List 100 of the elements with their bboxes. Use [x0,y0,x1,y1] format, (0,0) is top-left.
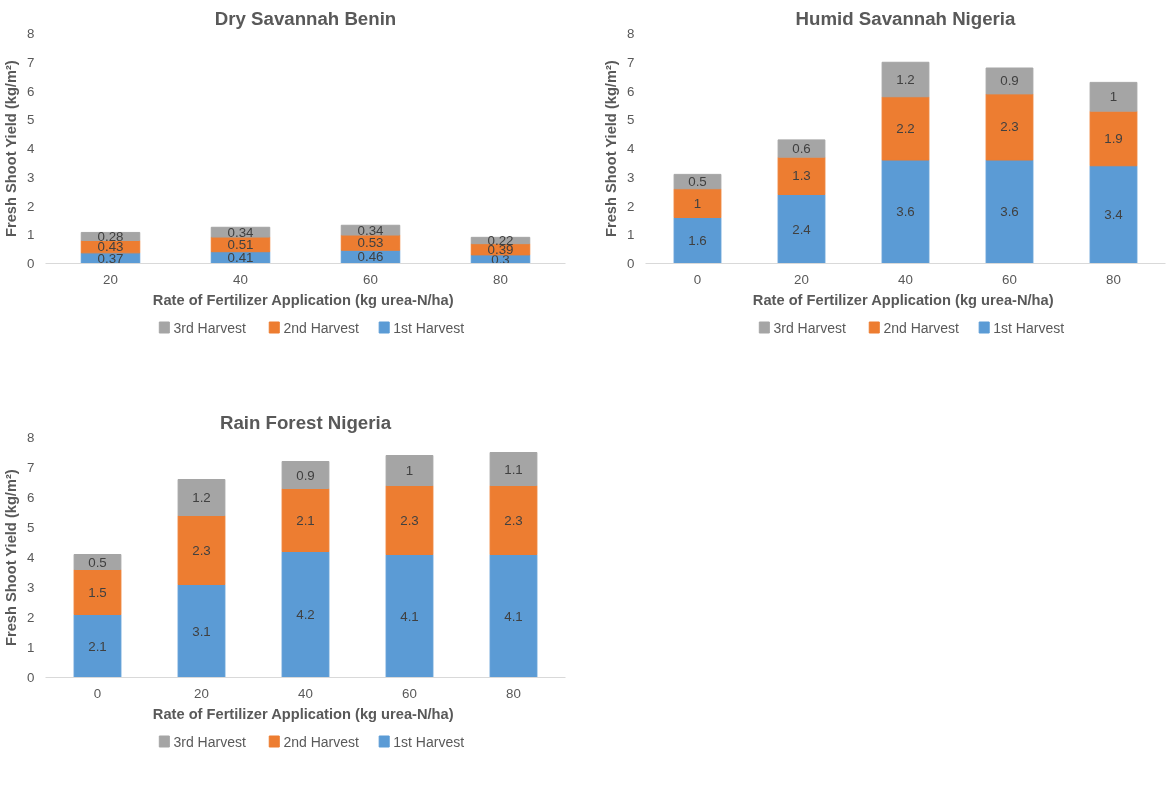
bar [73,554,122,570]
data-label: 0.41 [227,250,254,266]
x-axis-title: Rate of Fertilizer Application (kg urea-N/ha) [152,291,454,308]
bar [985,93,1034,161]
data-label: 0.46 [357,249,384,265]
y-tick-label: 3 [627,169,635,185]
x-tick-label: 20 [103,271,118,287]
y-tick-label: 7 [27,54,35,70]
data-label: 1.1 [504,461,523,477]
y-tick-label: 2 [627,198,635,214]
data-label: 3.6 [896,204,915,220]
chart-title: Humid Savannah Nigeria [795,7,1017,29]
y-tick-label: 6 [627,83,635,99]
legend-label: 3rd Harvest [173,319,246,336]
y-tick-label: 0 [27,256,35,271]
bar [385,554,434,678]
data-label: 2.1 [88,638,107,654]
x-tick-label: 60 [402,685,417,701]
y-tick-label: 0 [627,256,635,271]
data-label: 1.2 [896,72,915,87]
y-tick-label: 2 [27,610,35,625]
bar [673,217,722,264]
bar [777,139,826,158]
y-tick-label: 4 [627,141,636,156]
bar [881,159,930,264]
data-label: 1.2 [192,490,211,505]
bar [1089,110,1138,167]
data-label: 1.9 [1104,130,1123,146]
y-tick-label: 6 [27,490,35,505]
data-label: 2.4 [792,221,812,237]
x-tick-label: 40 [898,271,913,287]
x-tick-label: 60 [363,271,378,287]
data-label: 2.3 [400,512,419,528]
x-tick-label: 80 [493,271,508,287]
y-tick-label: 1 [627,227,635,243]
bar [489,554,538,678]
data-label: 0.5 [88,554,107,570]
x-tick-label: 40 [298,685,313,701]
y-tick-label: 2 [27,198,35,214]
legend-label: 2nd Harvest [883,319,959,336]
bar [73,569,122,615]
bar [1089,81,1138,112]
data-label: 1.3 [792,168,811,184]
y-tick-label: 1 [27,227,35,243]
legend-label: 3rd Harvest [173,733,246,750]
data-label: 0.9 [1000,73,1019,89]
data-label: 2.3 [1000,119,1019,135]
y-tick-label: 7 [627,54,635,70]
y-axis-title: Fresh Shoot Yield (kg/m²) [3,469,20,646]
x-tick-label: 80 [1106,271,1121,287]
bar [489,452,538,486]
y-axis-title: Fresh Shoot Yield (kg/m²) [603,60,620,237]
bar [281,488,330,552]
legend-label: 1st Harvest [993,319,1065,336]
bar [777,194,826,264]
bar [177,584,226,678]
legend-label: 2nd Harvest [283,733,359,750]
data-label: 0.5 [688,174,707,190]
data-label: 0.6 [792,141,811,156]
bar [385,485,434,555]
data-label: 2.1 [296,512,315,528]
data-label: 0.53 [357,235,384,251]
x-tick-label: 80 [506,685,521,701]
data-label: 2.3 [504,512,523,528]
y-tick-label: 5 [27,112,35,128]
y-tick-label: 5 [27,520,35,535]
y-tick-label: 5 [627,112,635,128]
bar [281,551,330,678]
bar [177,515,226,585]
data-label: 0.37 [97,250,124,266]
y-tick-label: 3 [27,169,35,185]
y-tick-label: 3 [27,580,35,595]
data-label: 1.5 [88,584,107,600]
x-tick-label: 40 [233,271,248,287]
y-tick-label: 4 [27,141,36,156]
y-tick-label: 7 [27,460,35,475]
x-tick-label: 0 [93,685,102,701]
data-label: 2.3 [192,542,211,558]
y-axis-title: Fresh Shoot Yield (kg/m²) [3,60,20,237]
data-label: 3.1 [192,623,211,639]
legend-label: 2nd Harvest [283,319,359,336]
data-label: 0.34 [357,222,385,238]
bar [73,614,122,678]
bar [1089,165,1138,264]
x-tick-label: 20 [794,271,809,287]
x-tick-label: 20 [194,685,209,701]
bar [673,188,722,218]
data-label: 1 [693,195,702,211]
x-tick-label: 0 [693,271,702,287]
chart-title: Dry Savannah Benin [214,7,397,29]
data-label: 4.2 [296,607,315,622]
data-label: 3.6 [1000,204,1019,220]
chart-title: Rain Forest Nigeria [219,411,392,433]
data-label: 3.4 [1104,207,1124,223]
y-tick-label: 1 [27,640,35,655]
bar [385,455,434,486]
y-tick-label: 8 [627,26,635,41]
y-tick-label: 8 [27,430,35,445]
y-tick-label: 8 [27,26,35,41]
legend-label: 1st Harvest [393,733,465,750]
